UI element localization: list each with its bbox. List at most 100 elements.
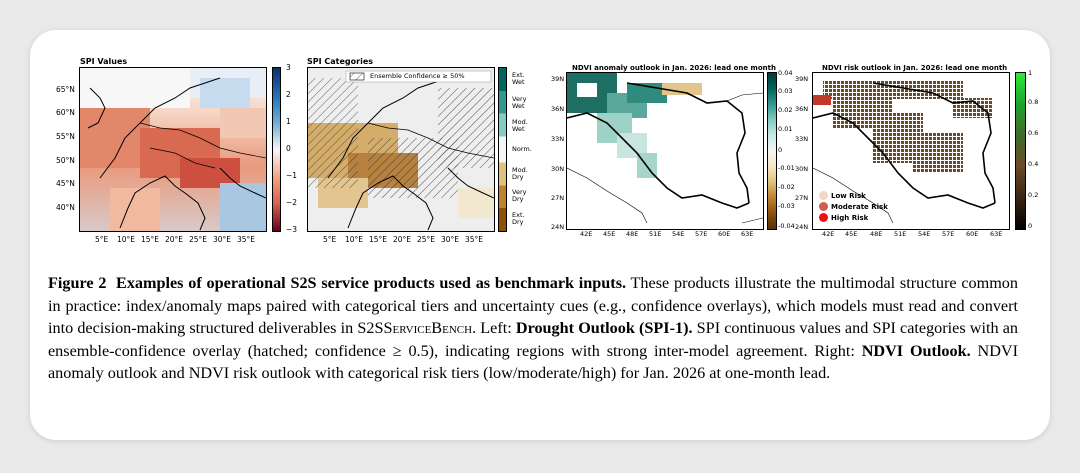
lat-tick: 27N [795, 194, 809, 202]
lon-tick: 45E [845, 230, 858, 238]
category-label: Mod. Wet [512, 118, 528, 134]
colorbar-tick: 0.4 [1028, 160, 1039, 168]
lon-tick: 20°E [393, 235, 412, 244]
high-risk-swatch-icon [819, 213, 828, 222]
colorbar-tick: 1 [1028, 69, 1033, 77]
colorbar-tick: 3 [286, 63, 291, 72]
colorbar-tick: 0 [778, 146, 783, 154]
colorbar-tick: 0.02 [778, 106, 793, 114]
colorbar-tick: −2 [286, 198, 298, 207]
lat-tick: 27N [551, 194, 565, 202]
legend-moderate-risk: Moderate Risk [819, 202, 888, 211]
lon-tick: 25°E [189, 235, 208, 244]
caption-text: . Left: [472, 319, 516, 337]
lon-tick: 15°E [369, 235, 388, 244]
caption-right-title: NDVI Outlook. [861, 341, 971, 360]
figure-caption: Figure 2 Examples of operational S2S ser… [48, 272, 1018, 385]
colorbar-tick: -0.01 [778, 164, 795, 172]
lon-tick: 10°E [117, 235, 136, 244]
spi-categories-title: SPI Categories [307, 57, 374, 66]
lat-tick: 24N [795, 223, 809, 231]
lon-tick: 5°E [95, 235, 109, 244]
legend-label: Low Risk [831, 191, 866, 200]
lon-tick: 35°E [465, 235, 484, 244]
spi-values-map [79, 67, 267, 232]
caption-text: SPI continuous values and SPI categories… [48, 319, 1018, 360]
caption-title: Examples of operational S2S service prod… [116, 274, 627, 292]
moderate-risk-swatch-icon [819, 202, 828, 211]
lon-tick: 35°E [237, 235, 256, 244]
lon-tick: 42E [822, 230, 835, 238]
caption-benchmark-name: ServiceBench [383, 319, 473, 337]
lat-tick: 33N [551, 135, 565, 143]
colorbar-tick: -0.02 [778, 183, 795, 191]
lon-tick: 30°E [441, 235, 460, 244]
spi-values-title: SPI Values [80, 57, 128, 66]
legend-label: Moderate Risk [831, 202, 888, 211]
lon-tick: 25°E [417, 235, 436, 244]
lat-tick: 24N [551, 223, 565, 231]
colorbar-tick: 0.6 [1028, 129, 1039, 137]
colorbar-tick: 0.2 [1028, 191, 1039, 199]
colorbar-tick: −1 [286, 171, 298, 180]
lon-tick: 30°E [213, 235, 232, 244]
lat-tick: 65°N [56, 85, 75, 94]
ndvi-risk-map: Low Risk Moderate Risk High Risk [812, 72, 1010, 230]
lon-tick: 51E [649, 230, 662, 238]
lat-tick: 39N [551, 75, 565, 83]
colorbar-tick: 0 [1028, 222, 1033, 230]
caption-left-title: Drought Outlook (SPI-1). [515, 319, 693, 337]
caption-text: These products illustrate the multimodal… [48, 274, 1018, 337]
lat-tick: 36N [551, 105, 565, 113]
low-risk-swatch-icon [819, 191, 828, 200]
lon-tick: 5°E [323, 235, 337, 244]
spi-values-colorbar [272, 67, 281, 232]
lon-tick: 60E [966, 230, 979, 238]
legend-label: High Risk [831, 213, 869, 222]
lon-tick: 54E [672, 230, 685, 238]
ndvi-anomaly-map [566, 72, 764, 230]
lat-tick: 50°N [56, 156, 75, 165]
lon-tick: 42E [580, 230, 593, 238]
spi-categories-map: Ensemble Confidence ≥ 50% [307, 67, 495, 232]
ndvi-risk-colorbar [1015, 72, 1026, 230]
category-label: Very Dry [512, 188, 527, 204]
category-label: Ext. Dry [512, 211, 525, 227]
category-label: Norm. [512, 145, 532, 153]
category-label: Mod. Dry [512, 166, 528, 182]
colorbar-tick: 0 [286, 144, 291, 153]
colorbar-tick: 0.01 [778, 125, 793, 133]
legend-high-risk: High Risk [819, 213, 868, 222]
ndvi-risk-title: NDVI risk outlook in Jan. 2026: lead one… [822, 64, 1008, 72]
category-label: Ext. Wet [512, 71, 525, 87]
colorbar-tick: -0.03 [778, 202, 795, 210]
ndvi-anomaly-colorbar [767, 72, 777, 230]
lon-tick: 54E [918, 230, 931, 238]
lon-tick: 15°E [141, 235, 160, 244]
lon-tick: 20°E [165, 235, 184, 244]
lat-tick: 45°N [56, 179, 75, 188]
lon-tick: 63E [990, 230, 1003, 238]
lat-tick: 36N [795, 105, 809, 113]
caption-text: NDVI anomaly outlook and NDVI risk outlo… [48, 341, 1018, 383]
colorbar-tick: 2 [286, 90, 291, 99]
lat-tick: 60°N [56, 108, 75, 117]
lon-tick: 57E [942, 230, 955, 238]
colorbar-tick: -0.04 [778, 222, 795, 230]
lon-tick: 60E [718, 230, 731, 238]
lat-tick: 39N [795, 75, 809, 83]
category-label: Very Wet [512, 95, 527, 111]
lat-tick: 33N [795, 135, 809, 143]
lon-tick: 63E [741, 230, 754, 238]
lon-tick: 45E [603, 230, 616, 238]
lon-tick: 57E [695, 230, 708, 238]
lon-tick: 51E [894, 230, 907, 238]
colorbar-tick: 1 [286, 117, 291, 126]
confidence-legend-label: Ensemble Confidence ≥ 50% [370, 72, 465, 80]
spi-categories-colorbar [498, 67, 507, 232]
legend-low-risk: Low Risk [819, 191, 866, 200]
lon-tick: 48E [626, 230, 639, 238]
colorbar-tick: −3 [286, 225, 298, 234]
lat-tick: 40°N [56, 203, 75, 212]
colorbar-tick: 0.8 [1028, 98, 1039, 106]
